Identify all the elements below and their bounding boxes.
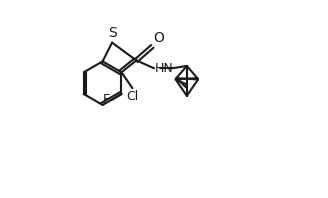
- Text: S: S: [108, 26, 116, 40]
- Text: HN: HN: [155, 62, 174, 75]
- Text: Cl: Cl: [126, 90, 138, 103]
- Text: O: O: [153, 30, 164, 45]
- Text: F: F: [102, 93, 110, 107]
